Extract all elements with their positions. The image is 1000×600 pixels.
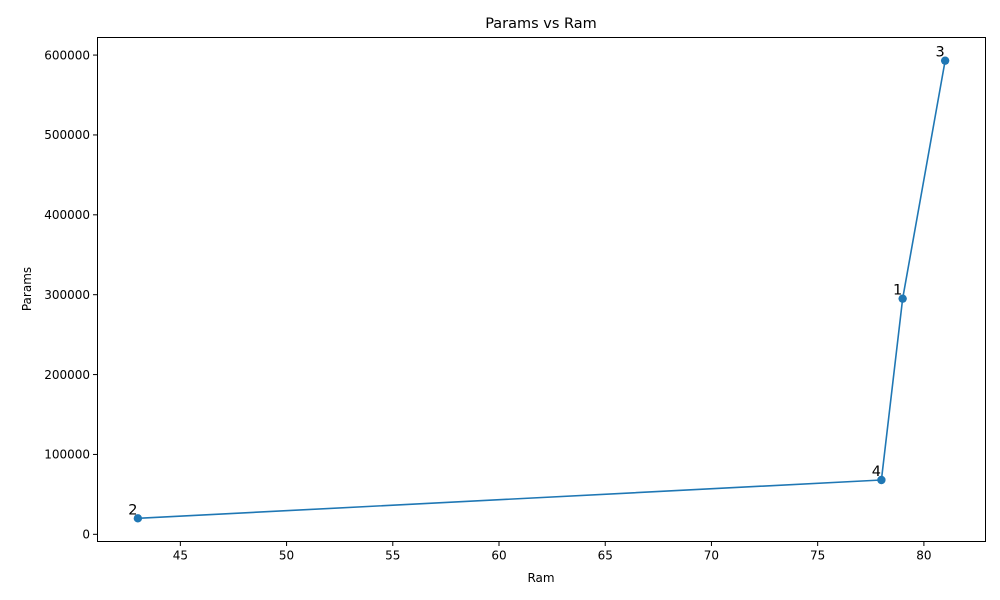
x-tick-label: 60 [491,549,506,563]
data-point-label: 4 [872,464,881,480]
x-tick-label: 80 [916,549,931,563]
y-tick-label: 200000 [44,368,90,382]
x-axis-label: Ram [527,571,554,585]
y-axis-label: Params [20,267,34,311]
x-tick-label: 75 [810,549,825,563]
data-point-label: 1 [893,283,902,299]
x-tick-label: 50 [279,549,294,563]
x-tick-label: 65 [598,549,613,563]
data-point-marker [940,56,950,65]
y-tick-label: 300000 [44,288,90,302]
series-line [137,60,946,520]
data-point-marker [133,514,143,523]
y-tick-label: 400000 [44,208,90,222]
data-point-marker [877,475,886,485]
data-point-marker [898,294,907,303]
data-point-label: 2 [128,502,137,518]
x-tick-label: 55 [385,549,400,563]
plot-area: 45 50 55 60 65 70 75 80 0 100000 200000 300000 40000… [44,45,950,563]
x-tick-label: 45 [173,549,188,563]
y-tick-label: 600000 [44,48,90,62]
x-tick-label: 70 [704,549,719,563]
axes-frame [97,37,986,542]
y-tick-label: 500000 [44,128,90,142]
data-point-label: 3 [936,45,945,61]
y-tick-label: 100000 [44,448,90,462]
chart-title: Params vs Ram [485,16,597,32]
y-tick-label: 0 [82,528,90,542]
